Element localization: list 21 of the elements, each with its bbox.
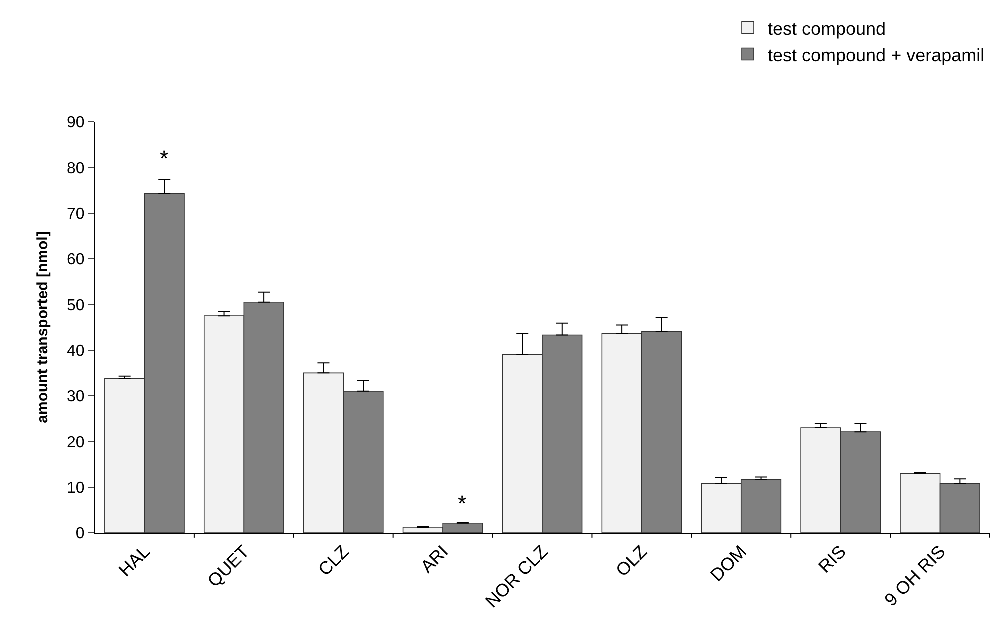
x-tick-label: ARI <box>416 542 452 578</box>
y-tick-label: 40 <box>67 342 85 360</box>
y-tick-label: 30 <box>67 388 85 406</box>
legend-label: test compound <box>768 18 886 39</box>
x-tick-label: 9 OH RIS <box>880 542 950 610</box>
y-axis-title: amount transported [nmol] <box>34 232 52 424</box>
legend-label: test compound + verapamil <box>768 45 985 66</box>
x-tick-label: CLZ <box>314 542 353 580</box>
x-tick-label: HAL <box>115 542 154 581</box>
annotation: * <box>458 491 467 516</box>
y-tick-label: 60 <box>67 252 85 269</box>
y-tick-label: 0 <box>76 526 85 543</box>
y-tick-label: 70 <box>67 206 85 223</box>
y-tick-label: 50 <box>67 297 85 314</box>
annotation: * <box>160 146 169 171</box>
y-tick-label: 20 <box>67 434 85 452</box>
y-tick-label: 90 <box>67 114 85 132</box>
y-tick-label: 80 <box>67 160 85 178</box>
y-tick-label: 10 <box>67 480 85 497</box>
x-tick-label: RIS <box>814 542 850 578</box>
x-tick-label: OLZ <box>612 542 652 581</box>
